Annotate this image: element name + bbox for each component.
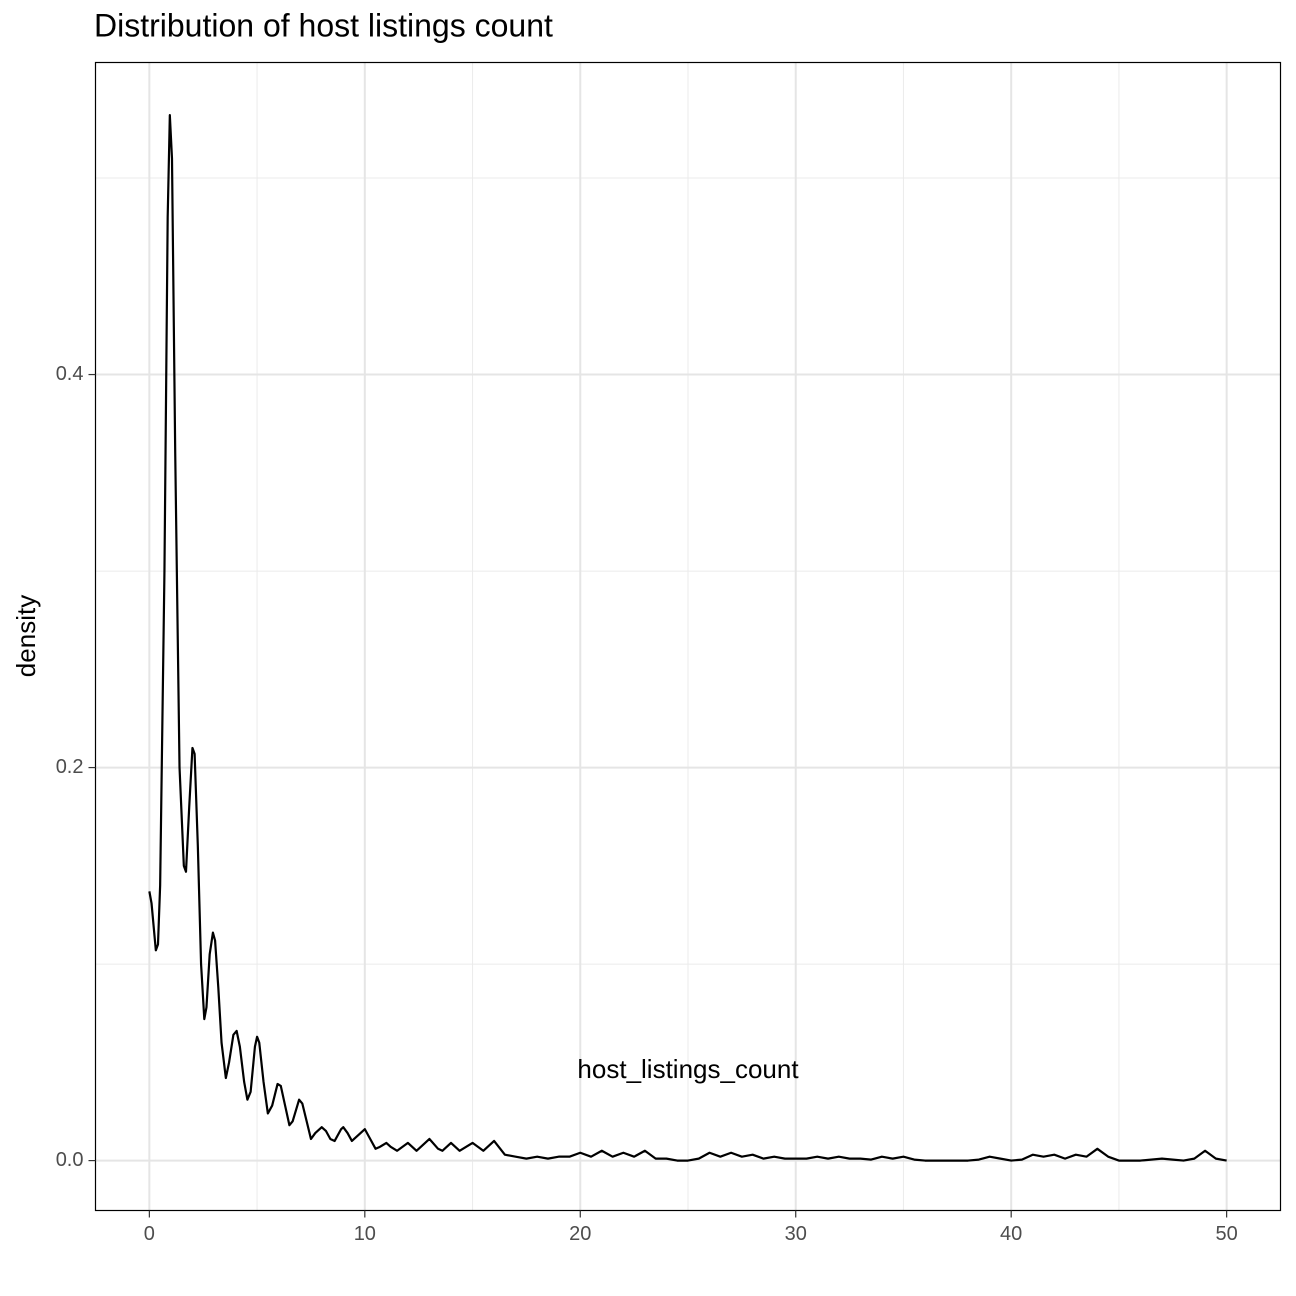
panel-border (94, 61, 1282, 1212)
x-axis-title: host_listings_count (577, 1054, 799, 1084)
density-line (148, 114, 1227, 1162)
x-tick-label: 20 (569, 1223, 591, 1245)
x-tick-label: 0 (144, 1223, 155, 1245)
grid (95, 62, 1281, 1211)
x-tick-label: 50 (1216, 1223, 1238, 1245)
y-tick-label: 0.0 (56, 1149, 84, 1171)
x-tick-label: 30 (785, 1223, 807, 1245)
y-tick-label: 0.4 (56, 363, 84, 385)
chart-title: Distribution of host listings count (94, 7, 553, 43)
y-axis-title: density (11, 595, 41, 677)
plot-area (148, 114, 1227, 1162)
x-tick-label: 40 (1000, 1223, 1022, 1245)
y-tick-label: 0.2 (56, 756, 84, 778)
x-tick-label: 10 (354, 1223, 376, 1245)
